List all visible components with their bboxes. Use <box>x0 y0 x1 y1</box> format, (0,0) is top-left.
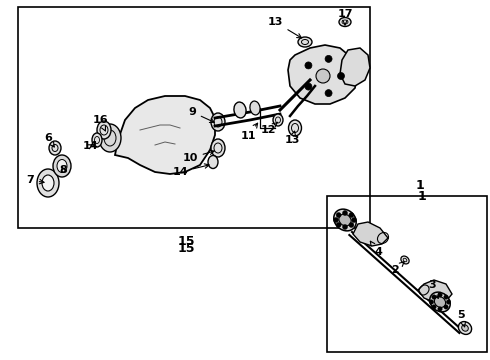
Text: 1: 1 <box>416 179 424 192</box>
Polygon shape <box>353 222 388 246</box>
Ellipse shape <box>53 155 71 177</box>
Ellipse shape <box>49 141 61 155</box>
Circle shape <box>446 300 451 304</box>
Text: 3: 3 <box>428 280 439 298</box>
Circle shape <box>334 217 339 222</box>
Ellipse shape <box>458 321 471 334</box>
Circle shape <box>316 69 330 83</box>
Circle shape <box>432 305 436 309</box>
Text: 10: 10 <box>182 150 214 163</box>
Ellipse shape <box>92 133 102 147</box>
Circle shape <box>305 62 312 69</box>
Text: 15: 15 <box>177 242 195 255</box>
Text: 5: 5 <box>457 310 465 327</box>
Text: 1: 1 <box>418 190 427 203</box>
Polygon shape <box>418 280 452 303</box>
Circle shape <box>325 55 332 62</box>
Text: 14: 14 <box>172 164 209 177</box>
Text: 6: 6 <box>44 133 54 147</box>
Circle shape <box>429 300 434 304</box>
Circle shape <box>444 305 448 309</box>
Ellipse shape <box>339 214 351 226</box>
Ellipse shape <box>298 37 312 47</box>
Circle shape <box>349 212 354 217</box>
Ellipse shape <box>334 209 356 231</box>
Circle shape <box>343 211 347 216</box>
Text: 8: 8 <box>59 165 67 175</box>
Circle shape <box>432 295 436 299</box>
Ellipse shape <box>99 124 121 152</box>
Circle shape <box>438 293 442 297</box>
Ellipse shape <box>37 169 59 197</box>
Circle shape <box>351 217 357 222</box>
Text: 16: 16 <box>92 115 108 131</box>
Circle shape <box>343 225 347 230</box>
Ellipse shape <box>273 114 283 126</box>
Ellipse shape <box>234 102 246 118</box>
Text: 9: 9 <box>188 107 214 122</box>
Circle shape <box>349 222 354 228</box>
Ellipse shape <box>289 120 301 136</box>
Circle shape <box>305 83 312 90</box>
Ellipse shape <box>97 121 111 139</box>
Text: 12: 12 <box>260 122 278 135</box>
Text: 11: 11 <box>240 123 258 141</box>
Text: 13: 13 <box>284 131 300 145</box>
Text: 14: 14 <box>82 141 98 151</box>
Polygon shape <box>340 48 370 86</box>
Circle shape <box>325 90 332 96</box>
Circle shape <box>438 307 442 311</box>
Circle shape <box>444 295 448 299</box>
Text: 7: 7 <box>26 175 44 185</box>
Bar <box>327 196 487 352</box>
Text: 13: 13 <box>268 17 301 38</box>
Polygon shape <box>115 96 215 174</box>
Circle shape <box>336 222 341 228</box>
Circle shape <box>336 212 341 217</box>
Text: 17: 17 <box>337 9 353 25</box>
Ellipse shape <box>57 159 67 172</box>
Text: 15: 15 <box>177 235 195 248</box>
Ellipse shape <box>211 139 225 157</box>
Ellipse shape <box>339 18 351 27</box>
Ellipse shape <box>435 297 445 307</box>
Bar <box>18 7 370 228</box>
Polygon shape <box>288 45 358 104</box>
Ellipse shape <box>211 113 225 131</box>
Ellipse shape <box>250 101 260 115</box>
Ellipse shape <box>42 175 54 191</box>
Ellipse shape <box>462 325 468 331</box>
Text: 2: 2 <box>391 262 404 275</box>
Ellipse shape <box>401 256 409 264</box>
Ellipse shape <box>430 292 450 312</box>
Ellipse shape <box>208 156 218 168</box>
Text: 4: 4 <box>370 241 382 257</box>
Circle shape <box>338 72 344 80</box>
